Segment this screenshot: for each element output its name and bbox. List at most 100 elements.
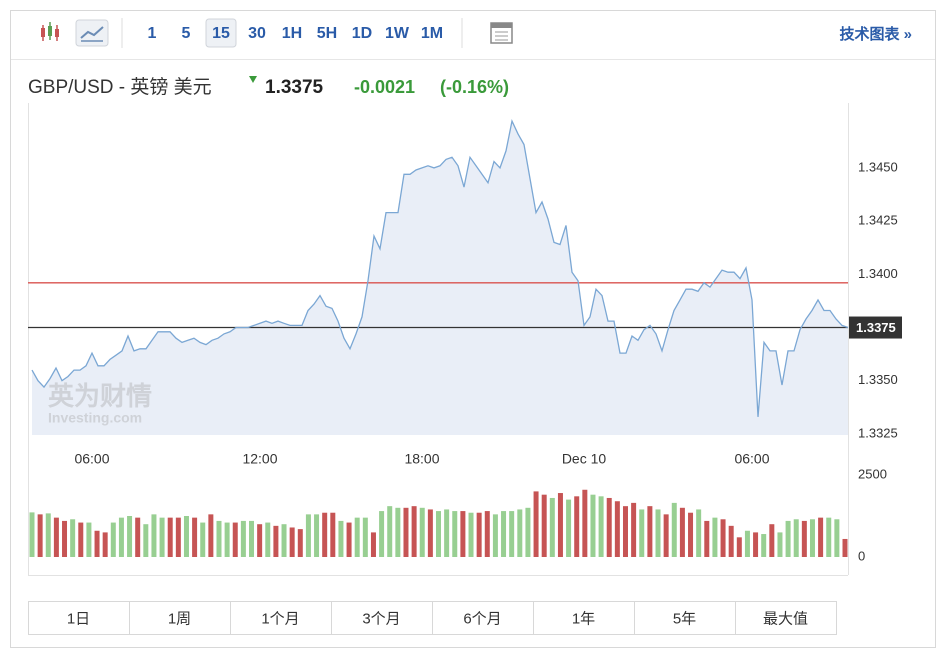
volume-bar xyxy=(110,522,116,557)
volume-bar xyxy=(86,522,92,557)
volume-bar xyxy=(411,506,417,557)
volume-bar xyxy=(631,502,637,557)
volume-bar xyxy=(736,537,742,557)
volume-bar xyxy=(785,520,791,557)
interval-button[interactable]: 1H xyxy=(282,25,302,42)
range-tab-label[interactable]: 最大值 xyxy=(763,610,808,627)
volume-bar xyxy=(224,522,230,557)
x-tick-label: 06:00 xyxy=(74,451,109,467)
volume-bar xyxy=(289,527,295,557)
volume-bar xyxy=(151,514,157,557)
volume-bar xyxy=(484,511,490,557)
volume-bar xyxy=(257,524,263,557)
calendar-icon[interactable] xyxy=(490,22,513,44)
volume-bar xyxy=(476,512,482,557)
range-tab-label[interactable]: 1个月 xyxy=(261,610,299,627)
down-arrow xyxy=(249,76,257,83)
y-tick-label: 1.3350 xyxy=(858,372,898,387)
volume-bar xyxy=(663,514,669,557)
volume-bar xyxy=(492,514,498,557)
y-tick-label: 1.3425 xyxy=(858,213,898,228)
interval-button[interactable]: 1M xyxy=(421,25,443,42)
range-tab[interactable] xyxy=(129,601,231,635)
interval-button[interactable]: 30 xyxy=(248,25,266,42)
volume-bar xyxy=(639,509,645,557)
last-price: 1.3375 xyxy=(265,77,324,98)
volume-bar xyxy=(468,512,474,557)
volume-bar xyxy=(525,507,531,557)
volume-bar xyxy=(94,530,100,557)
volume-bar xyxy=(549,497,555,557)
volume-bar xyxy=(249,520,255,557)
y-tick-label: 1.3375 xyxy=(856,320,896,335)
volume-bar xyxy=(582,489,588,557)
watermark-brand: 英为财情 xyxy=(48,381,152,411)
volume-bar xyxy=(541,494,547,557)
volume-bar xyxy=(753,532,759,557)
range-tab[interactable] xyxy=(634,601,736,635)
volume-bar xyxy=(655,509,661,557)
range-tab-label[interactable]: 1日 xyxy=(67,610,90,627)
volume-bar xyxy=(704,520,710,557)
interval-button[interactable]: 5H xyxy=(317,25,337,42)
volume-bar xyxy=(809,519,815,557)
advanced-chart-link[interactable]: 技术图表 » xyxy=(839,25,912,43)
x-tick-label: 18:00 xyxy=(404,451,439,467)
x-tick-label: 06:00 xyxy=(734,451,769,467)
volume-bar xyxy=(305,514,311,557)
volume-bar xyxy=(70,519,76,557)
volume-bar xyxy=(62,520,68,557)
volume-bar xyxy=(53,517,59,557)
range-tab[interactable] xyxy=(533,601,635,635)
volume-bar xyxy=(622,506,628,557)
volume-bar xyxy=(826,517,832,557)
volume-bar xyxy=(265,522,271,557)
y-tick-label: 1.3400 xyxy=(858,266,898,281)
range-tab-label[interactable]: 6个月 xyxy=(463,610,501,627)
interval-button[interactable]: 1D xyxy=(352,25,372,42)
volume-bar xyxy=(159,517,165,557)
candlestick-icon[interactable] xyxy=(41,22,59,41)
volume-bar xyxy=(801,520,807,557)
volume-bar xyxy=(427,509,433,557)
volume-bar xyxy=(216,520,222,557)
volume-bar xyxy=(273,525,279,557)
y-tick-label: 1.3325 xyxy=(858,425,898,440)
volume-bar xyxy=(362,517,368,557)
volume-bar xyxy=(167,517,173,557)
volume-bar xyxy=(598,496,604,557)
volume-bar xyxy=(777,532,783,557)
range-tab-label[interactable]: 1年 xyxy=(572,610,595,627)
volume-bar xyxy=(354,517,360,557)
interval-button[interactable]: 15 xyxy=(212,25,230,42)
price-change: -0.0021 xyxy=(354,77,415,97)
price-plot xyxy=(28,119,849,435)
interval-button[interactable]: 5 xyxy=(182,25,191,42)
volume-bar xyxy=(712,517,718,557)
volume-bar xyxy=(566,499,572,557)
line-chart-icon[interactable] xyxy=(75,19,109,47)
volume-bar xyxy=(200,522,206,557)
volume-bar xyxy=(557,493,563,557)
range-tab[interactable] xyxy=(28,601,130,635)
watermark-site: Investing.com xyxy=(48,410,142,426)
volume-bar xyxy=(29,512,35,557)
volume-bar xyxy=(696,509,702,557)
range-tab[interactable] xyxy=(735,601,837,635)
volume-bar xyxy=(688,512,694,557)
range-tab-label[interactable]: 5年 xyxy=(673,610,696,627)
volume-bar xyxy=(533,491,539,557)
volume-bar xyxy=(143,524,149,557)
volume-bar xyxy=(509,511,515,557)
interval-button[interactable]: 1W xyxy=(385,25,410,42)
price-area xyxy=(32,121,848,435)
interval-button[interactable]: 1 xyxy=(148,25,157,42)
range-tab-label[interactable]: 3个月 xyxy=(362,610,400,627)
volume-bar xyxy=(387,506,393,557)
range-tab-label[interactable]: 1周 xyxy=(168,610,191,627)
range-tab[interactable] xyxy=(230,601,332,635)
range-tab[interactable] xyxy=(432,601,534,635)
volume-bar xyxy=(135,517,141,557)
volume-bar xyxy=(192,517,198,557)
